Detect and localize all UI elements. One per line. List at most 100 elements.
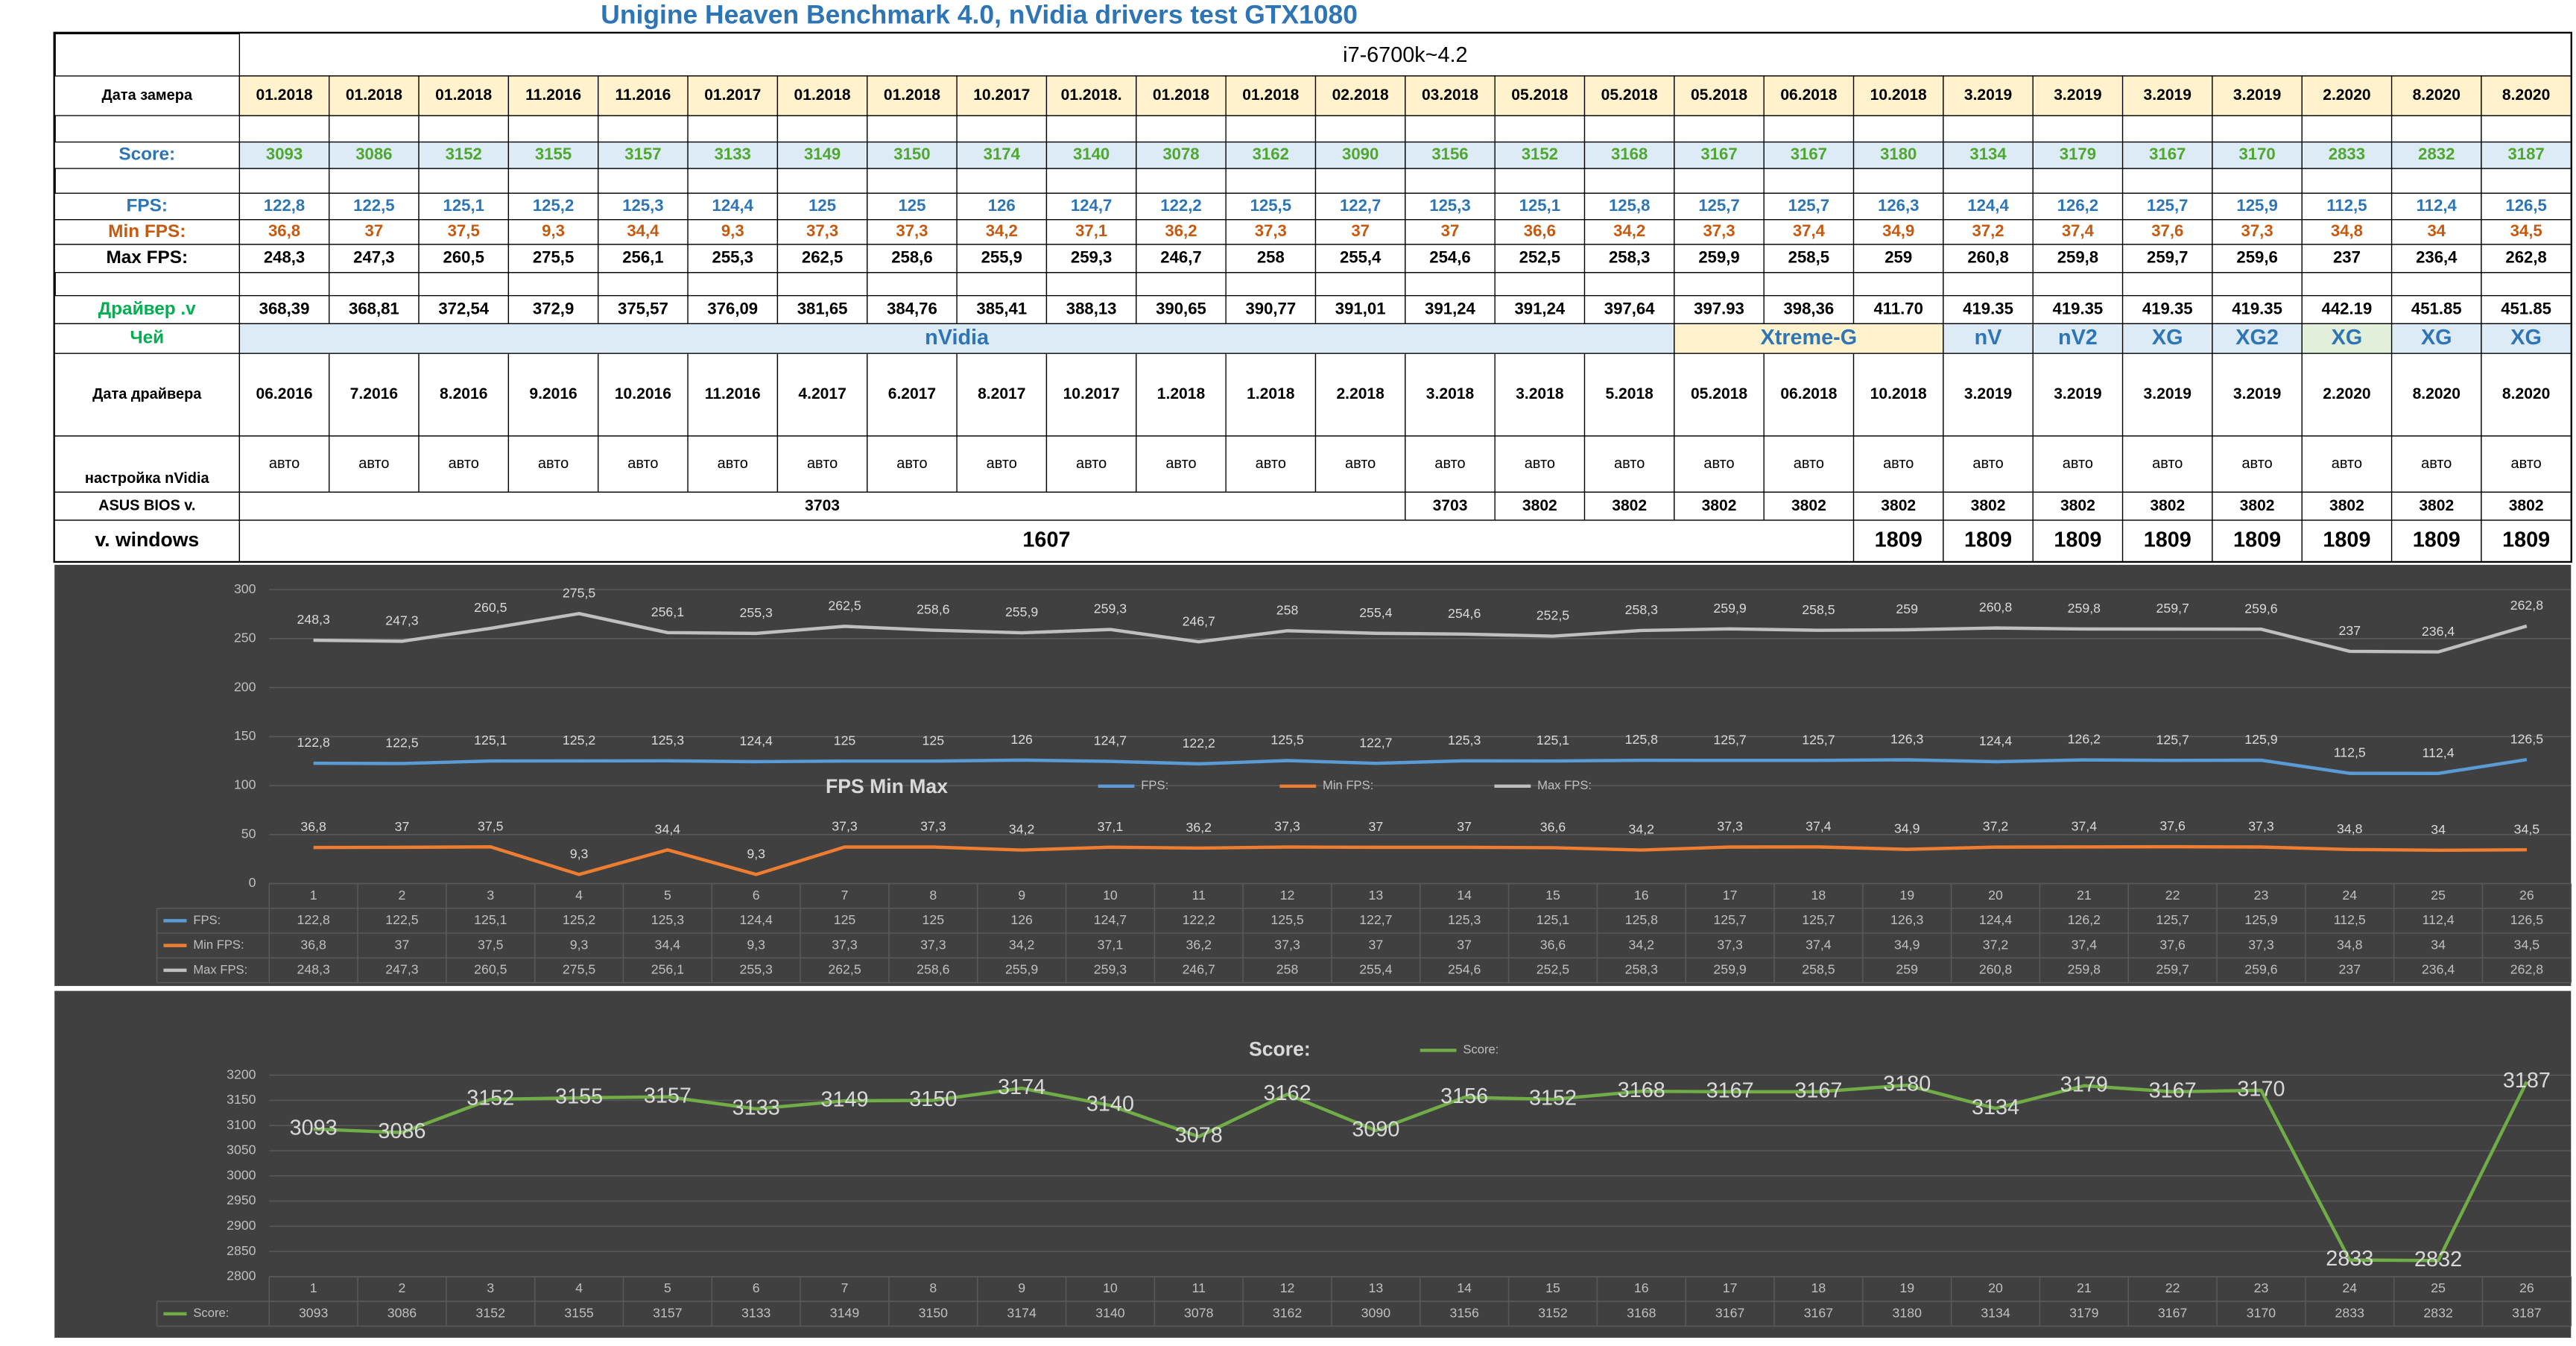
table-cell-text: 02.2018 bbox=[1332, 86, 1389, 104]
data-label: 262,5 bbox=[828, 598, 861, 613]
table-cell bbox=[1943, 244, 2034, 274]
table-cell-text: 368,39 bbox=[259, 299, 310, 317]
data-label: 260,8 bbox=[1979, 600, 2012, 615]
table-cell bbox=[2121, 115, 2213, 143]
table-cell-text: авто bbox=[2152, 455, 2183, 472]
table-cell-text: nV2 bbox=[2058, 326, 2098, 350]
data-label: 254,6 bbox=[1448, 606, 1481, 621]
table-cell bbox=[2301, 294, 2393, 324]
table-cell bbox=[2301, 141, 2393, 169]
y-tick-label: 200 bbox=[234, 679, 256, 694]
data-table-value: 2833 bbox=[2335, 1305, 2365, 1320]
table-cell bbox=[1943, 219, 2034, 245]
x-tick-label: 11 bbox=[1192, 888, 1206, 903]
table-cell bbox=[956, 75, 1048, 116]
table-cell-text: 112,5 bbox=[2326, 196, 2367, 215]
row-label: Score: bbox=[118, 145, 175, 165]
data-label: 37,6 bbox=[2159, 818, 2186, 833]
table-cell bbox=[1943, 323, 2034, 354]
x-tick-label: 17 bbox=[1723, 1280, 1738, 1295]
table-cell bbox=[1674, 192, 1765, 221]
table-cell bbox=[507, 353, 599, 437]
data-table-value: 122,2 bbox=[1183, 912, 1215, 927]
table-cell-text: 125,7 bbox=[1788, 196, 1829, 215]
data-label: 125 bbox=[834, 733, 856, 748]
table-cell-text: 260,8 bbox=[1967, 248, 2008, 267]
data-label: 259,6 bbox=[2244, 601, 2277, 616]
table-cell bbox=[2390, 168, 2482, 194]
table-cell bbox=[2481, 519, 2572, 563]
data-table-value: 37 bbox=[1369, 937, 1384, 952]
table-cell-text: 2.2020 bbox=[2323, 385, 2370, 402]
data-label: 37 bbox=[1457, 819, 1472, 834]
table-cell-text: 3174 bbox=[984, 145, 1021, 163]
data-table-value: 3157 bbox=[653, 1305, 682, 1320]
data-label: 125,3 bbox=[651, 733, 684, 748]
data-label: 126 bbox=[1010, 732, 1033, 747]
data-label: 125 bbox=[923, 733, 945, 748]
data-label: 275,5 bbox=[563, 585, 595, 600]
table-cell-text: 01.2018 bbox=[794, 86, 851, 104]
table-cell-text: 3.2019 bbox=[2054, 86, 2101, 104]
table-cell bbox=[776, 244, 868, 274]
table-cell bbox=[776, 168, 868, 194]
data-label: 3187 bbox=[2503, 1069, 2551, 1093]
table-cell bbox=[1494, 75, 1586, 116]
table-cell-text: авто bbox=[1614, 455, 1645, 472]
table-cell bbox=[54, 435, 241, 493]
legend-label: FPS: bbox=[1141, 778, 1168, 792]
table-cell bbox=[2032, 519, 2124, 563]
table-cell-text: авто bbox=[269, 455, 300, 472]
table-cell-text: 3.2019 bbox=[2144, 385, 2192, 402]
table-cell bbox=[54, 219, 241, 245]
table-cell bbox=[2390, 271, 2482, 297]
table-cell-text: авто bbox=[1883, 455, 1914, 472]
data-label: 112,4 bbox=[2422, 745, 2455, 760]
table-cell bbox=[776, 115, 868, 143]
table-cell bbox=[1136, 75, 1227, 116]
table-cell bbox=[2212, 294, 2303, 324]
data-label: 262,8 bbox=[2510, 598, 2543, 613]
table-cell-text: 125,3 bbox=[622, 196, 663, 215]
table-cell-text: 2832 bbox=[2418, 145, 2455, 163]
data-label: 122,8 bbox=[297, 735, 329, 750]
data-table-value: 112,4 bbox=[2422, 912, 2455, 927]
table-cell bbox=[2301, 271, 2393, 297]
table-cell-text: 2.2018 bbox=[1336, 385, 1384, 402]
data-table-value: 125,3 bbox=[651, 912, 684, 927]
data-table-value: 36,6 bbox=[1540, 937, 1566, 952]
x-tick-label: 19 bbox=[1899, 888, 1914, 903]
table-cell bbox=[2212, 244, 2303, 274]
data-table-value: 112,5 bbox=[2334, 912, 2366, 927]
table-cell bbox=[1136, 244, 1227, 274]
table-cell bbox=[1763, 141, 1855, 169]
table-cell bbox=[776, 435, 868, 493]
table-cell-text: 258,3 bbox=[1609, 248, 1650, 267]
data-table-value: 34,5 bbox=[2514, 937, 2540, 952]
data-label: 260,5 bbox=[474, 600, 507, 615]
table-cell-text: XG bbox=[2152, 326, 2183, 350]
data-label: 3093 bbox=[290, 1116, 338, 1140]
table-cell-text: 381,65 bbox=[797, 299, 848, 317]
table-cell bbox=[1494, 491, 1586, 521]
data-table-value: 9,3 bbox=[570, 937, 589, 952]
table-cell-text: 255,9 bbox=[981, 248, 1022, 267]
data-table-value: 126,2 bbox=[2068, 912, 2101, 927]
table-cell bbox=[329, 75, 420, 116]
data-label: 37,3 bbox=[1274, 819, 1300, 834]
data-label: 122,2 bbox=[1183, 736, 1215, 751]
table-cell bbox=[329, 115, 420, 143]
legend-label: Min FPS: bbox=[1323, 778, 1373, 792]
data-table-value: 37,3 bbox=[920, 937, 946, 952]
table-cell-text: 259,9 bbox=[1698, 248, 1739, 267]
table-cell-text: 411.70 bbox=[1873, 299, 1923, 317]
table-cell bbox=[1674, 491, 1765, 521]
table-cell bbox=[1494, 271, 1586, 297]
table-cell bbox=[1674, 323, 1944, 354]
data-label: 259 bbox=[1896, 601, 1918, 616]
table-cell bbox=[867, 271, 958, 297]
data-label: 3167 bbox=[1794, 1078, 1842, 1102]
x-tick-label: 20 bbox=[1988, 888, 2003, 903]
y-tick-label: 250 bbox=[234, 631, 256, 645]
data-table-series-name: Min FPS: bbox=[193, 938, 244, 952]
